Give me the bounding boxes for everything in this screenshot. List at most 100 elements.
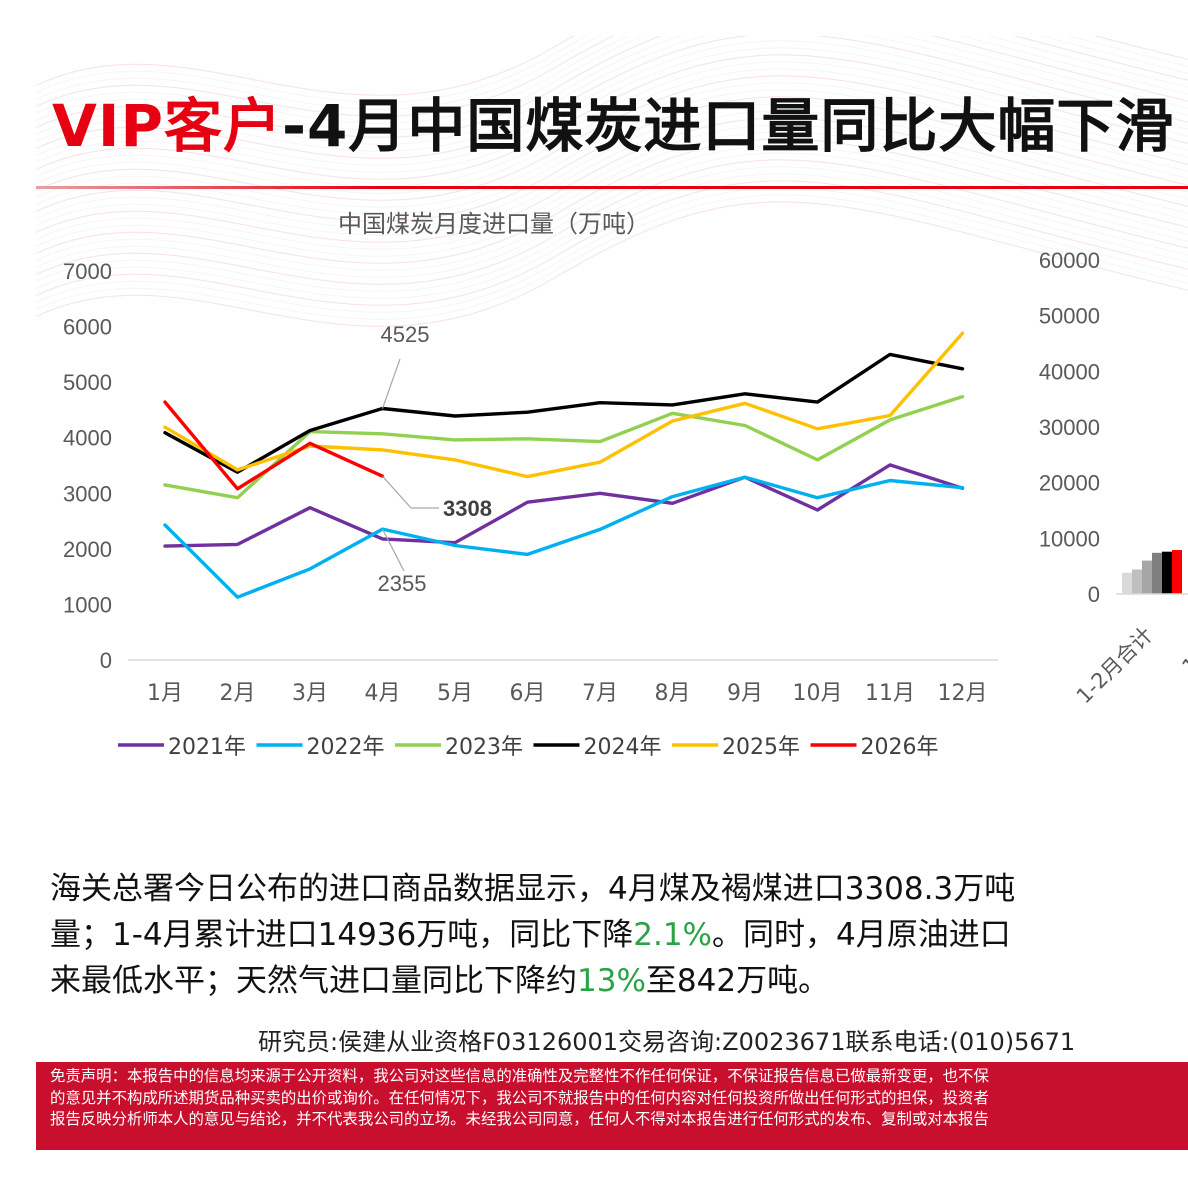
data-label: 2355 xyxy=(378,571,427,596)
legend-label: 2021年 xyxy=(168,735,246,760)
x-tick-label: 12月 xyxy=(938,681,988,706)
wave-line xyxy=(36,194,1188,320)
wave-line xyxy=(36,159,1188,285)
secondary-y-tick-label: 50000 xyxy=(1039,304,1100,329)
title-divider xyxy=(36,186,1188,189)
body-line-3-text-a: 来最低水平；天然气进口量同比下降约 xyxy=(50,963,577,999)
series-line-2023年 xyxy=(163,394,965,500)
wave-line xyxy=(36,40,1188,166)
x-tick-label: 3月 xyxy=(292,681,328,706)
x-tick-label: 6月 xyxy=(510,681,546,706)
wave-line xyxy=(36,173,1188,299)
body-line-2: 量；1-4月累计进口14936万吨，同比下降2.1%。同时，4月原油进口 xyxy=(50,912,1188,958)
background-wave-decoration xyxy=(36,36,1188,327)
disclaimer-line-2: 的意见并不构成所述期货品种买卖的出价或询价。在任何情况下，我公司不就报告中的任何… xyxy=(50,1088,989,1107)
x-tick-label: 5月 xyxy=(437,681,473,706)
wave-line xyxy=(36,96,1188,222)
wave-line xyxy=(36,124,1188,250)
annotation-leader xyxy=(381,358,401,409)
wave-line xyxy=(36,187,1188,313)
x-tick-label: 7月 xyxy=(582,681,618,706)
secondary-bar xyxy=(1122,572,1132,594)
wave-line xyxy=(36,36,1188,96)
secondary-y-tick-label: 60000 xyxy=(1039,248,1100,273)
wave-line xyxy=(36,110,1188,236)
body-line-3-highlight: 13% xyxy=(577,963,646,999)
secondary-y-tick-label: 20000 xyxy=(1039,471,1100,496)
wave-line xyxy=(36,36,1188,138)
secondary-bar xyxy=(1162,551,1172,594)
series-line-2026年 xyxy=(163,400,385,491)
x-tick-label: 8月 xyxy=(655,681,691,706)
wave-line xyxy=(36,103,1188,229)
wave-line xyxy=(36,36,1188,152)
series-line-2022年 xyxy=(163,475,965,599)
body-line-1: 海关总署今日公布的进口商品数据显示，4月煤及褐煤进口3308.3万吨 xyxy=(50,871,1016,907)
wave-line xyxy=(36,68,1188,194)
wave-line xyxy=(36,54,1188,180)
secondary-x-tick-label: 1-3月 xyxy=(1177,623,1188,679)
secondary-y-tick-label: 10000 xyxy=(1039,526,1100,551)
wave-line xyxy=(36,82,1188,208)
x-tick-label: 1月 xyxy=(147,681,183,706)
y-tick-label: 0 xyxy=(100,648,112,673)
y-tick-label: 3000 xyxy=(63,481,112,506)
wave-line xyxy=(36,36,1188,145)
y-tick-label: 6000 xyxy=(63,315,112,340)
body-line-2-text-a: 量；1-4月累计进口14936万吨，同比下降 xyxy=(50,917,634,953)
coal-import-line-chart: 0 1000 2000 3000 4000 5000 6000 7000 1月 2月 3月 4月 5月 6… xyxy=(63,248,1188,760)
secondary-x-tick-label: 1-2月合计 xyxy=(1072,623,1158,709)
wave-line xyxy=(36,131,1188,257)
legend-label: 2024年 xyxy=(584,735,662,760)
chart-title: 中国煤炭月度进口量（万吨） xyxy=(338,210,650,238)
wave-line xyxy=(36,36,1188,110)
title-vip-label: VIP客户 xyxy=(52,92,282,160)
data-label: 3308 xyxy=(443,496,492,521)
x-tick-label: 11月 xyxy=(865,681,915,706)
legend-label: 2022年 xyxy=(307,735,385,760)
y-tick-label: 2000 xyxy=(63,537,112,562)
annotation-leader xyxy=(381,528,405,572)
annotation-leader xyxy=(382,475,412,509)
y-tick-label: 5000 xyxy=(63,370,112,395)
wave-line xyxy=(36,145,1188,271)
wave-line xyxy=(36,201,1188,327)
wave-line xyxy=(36,166,1188,292)
body-line-2-text-b: 。同时，4月原油进口 xyxy=(712,917,1011,953)
wave-line xyxy=(36,36,1188,117)
researcher-info: 研究员:侯建从业资格F03126001交易咨询:Z0023671联系电话:(01… xyxy=(258,1028,1076,1056)
data-label: 4525 xyxy=(381,322,430,347)
y-tick-label: 7000 xyxy=(63,259,112,284)
body-line-3-text-b: 至842万吨。 xyxy=(645,963,830,999)
wave-line xyxy=(36,117,1188,243)
wave-line xyxy=(36,138,1188,264)
wave-line xyxy=(36,36,1188,124)
x-tick-label: 2月 xyxy=(220,681,256,706)
secondary-bar xyxy=(1152,552,1162,594)
series-line-2024年 xyxy=(163,352,965,474)
wave-line xyxy=(36,36,1188,131)
legend-label: 2025年 xyxy=(722,735,800,760)
wave-line xyxy=(36,36,1188,159)
secondary-bar xyxy=(1172,550,1182,594)
x-tick-label: 9月 xyxy=(727,681,763,706)
secondary-y-tick-label: 0 xyxy=(1088,582,1100,607)
series-line-2021年 xyxy=(163,463,965,548)
secondary-bar xyxy=(1132,569,1142,594)
wave-line xyxy=(36,36,1188,103)
body-line-3: 来最低水平；天然气进口量同比下降约13%至842万吨。 xyxy=(50,958,1188,1004)
secondary-bar xyxy=(1142,560,1152,594)
wave-line xyxy=(36,180,1188,306)
title-main-text: -4月中国煤炭进口量同比大幅下滑 xyxy=(281,92,1175,160)
x-tick-label: 4月 xyxy=(365,681,401,706)
wave-line xyxy=(36,75,1188,201)
disclaimer-line-1: 免责声明：本报告中的信息均来源于公开资料，我公司对这些信息的准确性及完整性不作任… xyxy=(50,1067,989,1085)
legend-label: 2026年 xyxy=(861,735,939,760)
disclaimer-box: 免责声明：本报告中的信息均来源于公开资料，我公司对这些信息的准确性及完整性不作任… xyxy=(36,1062,1188,1150)
series-line-2025年 xyxy=(163,331,965,479)
secondary-y-tick-label: 40000 xyxy=(1039,359,1100,384)
slide: VIP客户-4月中国煤炭进口量同比大幅下滑 中国煤炭月度进口量（万吨） 0 100… xyxy=(36,36,1188,1150)
y-tick-label: 4000 xyxy=(63,426,112,451)
y-tick-label: 1000 xyxy=(63,592,112,617)
wave-line xyxy=(36,47,1188,173)
